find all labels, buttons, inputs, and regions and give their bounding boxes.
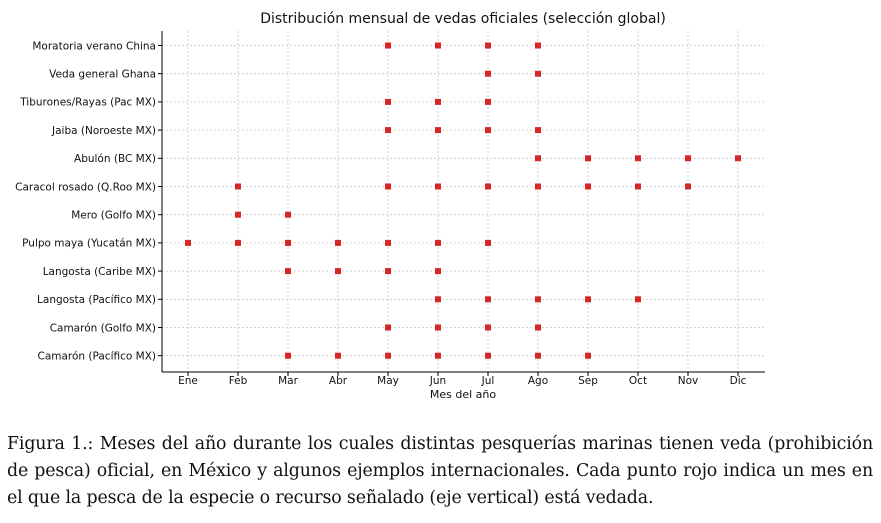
data-point bbox=[485, 324, 491, 331]
data-point bbox=[585, 155, 591, 162]
data-point bbox=[435, 127, 441, 134]
y-tick-label: Abulón (BC MX) bbox=[74, 153, 156, 165]
y-tick-label: Jaiba (Noroeste MX) bbox=[51, 125, 156, 137]
x-tick-labels: Ene Feb Mar Abr May Jun Jul Ago Sep Oct Nov Dic bbox=[178, 375, 746, 387]
data-point bbox=[535, 324, 541, 331]
data-point bbox=[335, 352, 341, 359]
x-tick-label: Dic bbox=[730, 375, 747, 387]
y-tick-label: Camarón (Golfo MX) bbox=[50, 322, 156, 334]
data-point bbox=[485, 70, 491, 77]
data-point bbox=[435, 352, 441, 359]
x-tick-label: Ene bbox=[178, 375, 198, 387]
y-tick-label: Tiburones/Rayas (Pac MX) bbox=[19, 97, 156, 109]
data-point bbox=[285, 239, 291, 246]
data-point bbox=[435, 324, 441, 331]
x-tick-label: Jun bbox=[429, 375, 446, 387]
data-point bbox=[585, 352, 591, 359]
data-point bbox=[485, 183, 491, 190]
data-point bbox=[385, 268, 391, 275]
x-tick-label: Abr bbox=[329, 375, 348, 387]
data-point bbox=[485, 352, 491, 359]
y-tick-label: Langosta (Pacífico MX) bbox=[37, 294, 156, 306]
data-point bbox=[385, 42, 391, 49]
x-tick-label: Oct bbox=[629, 375, 647, 387]
data-point bbox=[235, 211, 241, 218]
data-point bbox=[435, 239, 441, 246]
data-point bbox=[685, 183, 691, 190]
y-tick-label: Langosta (Caribe MX) bbox=[43, 266, 156, 278]
y-tick-label: Camarón (Pacífico MX) bbox=[37, 351, 156, 363]
data-point bbox=[385, 127, 391, 134]
data-point bbox=[435, 268, 441, 275]
x-tick-label: Sep bbox=[578, 375, 598, 387]
grid bbox=[162, 31, 765, 372]
y-tick-labels: Moratoria verano China Veda general Ghana… bbox=[15, 40, 156, 362]
data-point bbox=[535, 70, 541, 77]
data-point bbox=[535, 127, 541, 134]
data-point bbox=[635, 155, 641, 162]
data-point bbox=[285, 211, 291, 218]
data-point bbox=[385, 98, 391, 105]
data-point bbox=[235, 239, 241, 246]
data-point bbox=[485, 127, 491, 134]
data-point bbox=[635, 296, 641, 303]
x-tick-label: Jul bbox=[481, 375, 495, 387]
data-point bbox=[485, 239, 491, 246]
data-point bbox=[535, 155, 541, 162]
data-point bbox=[535, 42, 541, 49]
x-tick-label: Nov bbox=[678, 375, 699, 387]
y-tick-label: Caracol rosado (Q.Roo MX) bbox=[15, 181, 156, 193]
y-tick-label: Mero (Golfo MX) bbox=[71, 210, 156, 222]
data-point bbox=[635, 183, 641, 190]
data-point bbox=[385, 324, 391, 331]
veda-chart-svg: Distribución mensual de vedas oficiales … bbox=[15, 11, 765, 401]
y-tick-label: Veda general Ghana bbox=[49, 69, 156, 81]
data-point bbox=[485, 98, 491, 105]
data-point bbox=[585, 296, 591, 303]
data-point bbox=[235, 183, 241, 190]
data-point bbox=[385, 352, 391, 359]
data-point bbox=[335, 268, 341, 275]
x-tick-label: Ago bbox=[528, 375, 548, 387]
data-point bbox=[335, 239, 341, 246]
data-point bbox=[385, 239, 391, 246]
data-point bbox=[435, 296, 441, 303]
data-point bbox=[385, 183, 391, 190]
data-point bbox=[485, 42, 491, 49]
data-point bbox=[535, 183, 541, 190]
x-tick-label: Feb bbox=[229, 375, 248, 387]
data-point bbox=[435, 42, 441, 49]
chart: Distribución mensual de vedas oficiales … bbox=[15, 11, 765, 401]
chart-title: Distribución mensual de vedas oficiales … bbox=[260, 11, 666, 27]
data-point bbox=[285, 268, 291, 275]
data-point bbox=[185, 239, 191, 246]
data-point bbox=[485, 296, 491, 303]
data-point bbox=[435, 98, 441, 105]
data-points bbox=[185, 42, 741, 359]
data-point bbox=[535, 352, 541, 359]
x-tick-label: May bbox=[377, 375, 399, 387]
data-point bbox=[585, 183, 591, 190]
axes bbox=[158, 31, 765, 376]
data-point bbox=[685, 155, 691, 162]
x-tick-label: Mar bbox=[278, 375, 298, 387]
data-point bbox=[285, 352, 291, 359]
y-tick-label: Pulpo maya (Yucatán MX) bbox=[22, 238, 156, 250]
x-axis-title: Mes del año bbox=[430, 388, 497, 401]
data-point bbox=[535, 296, 541, 303]
y-tick-label: Moratoria verano China bbox=[32, 40, 156, 52]
figure-caption: Figura 1.: Meses del año durante los cua… bbox=[7, 434, 873, 508]
data-point bbox=[435, 183, 441, 190]
data-point bbox=[735, 155, 741, 162]
